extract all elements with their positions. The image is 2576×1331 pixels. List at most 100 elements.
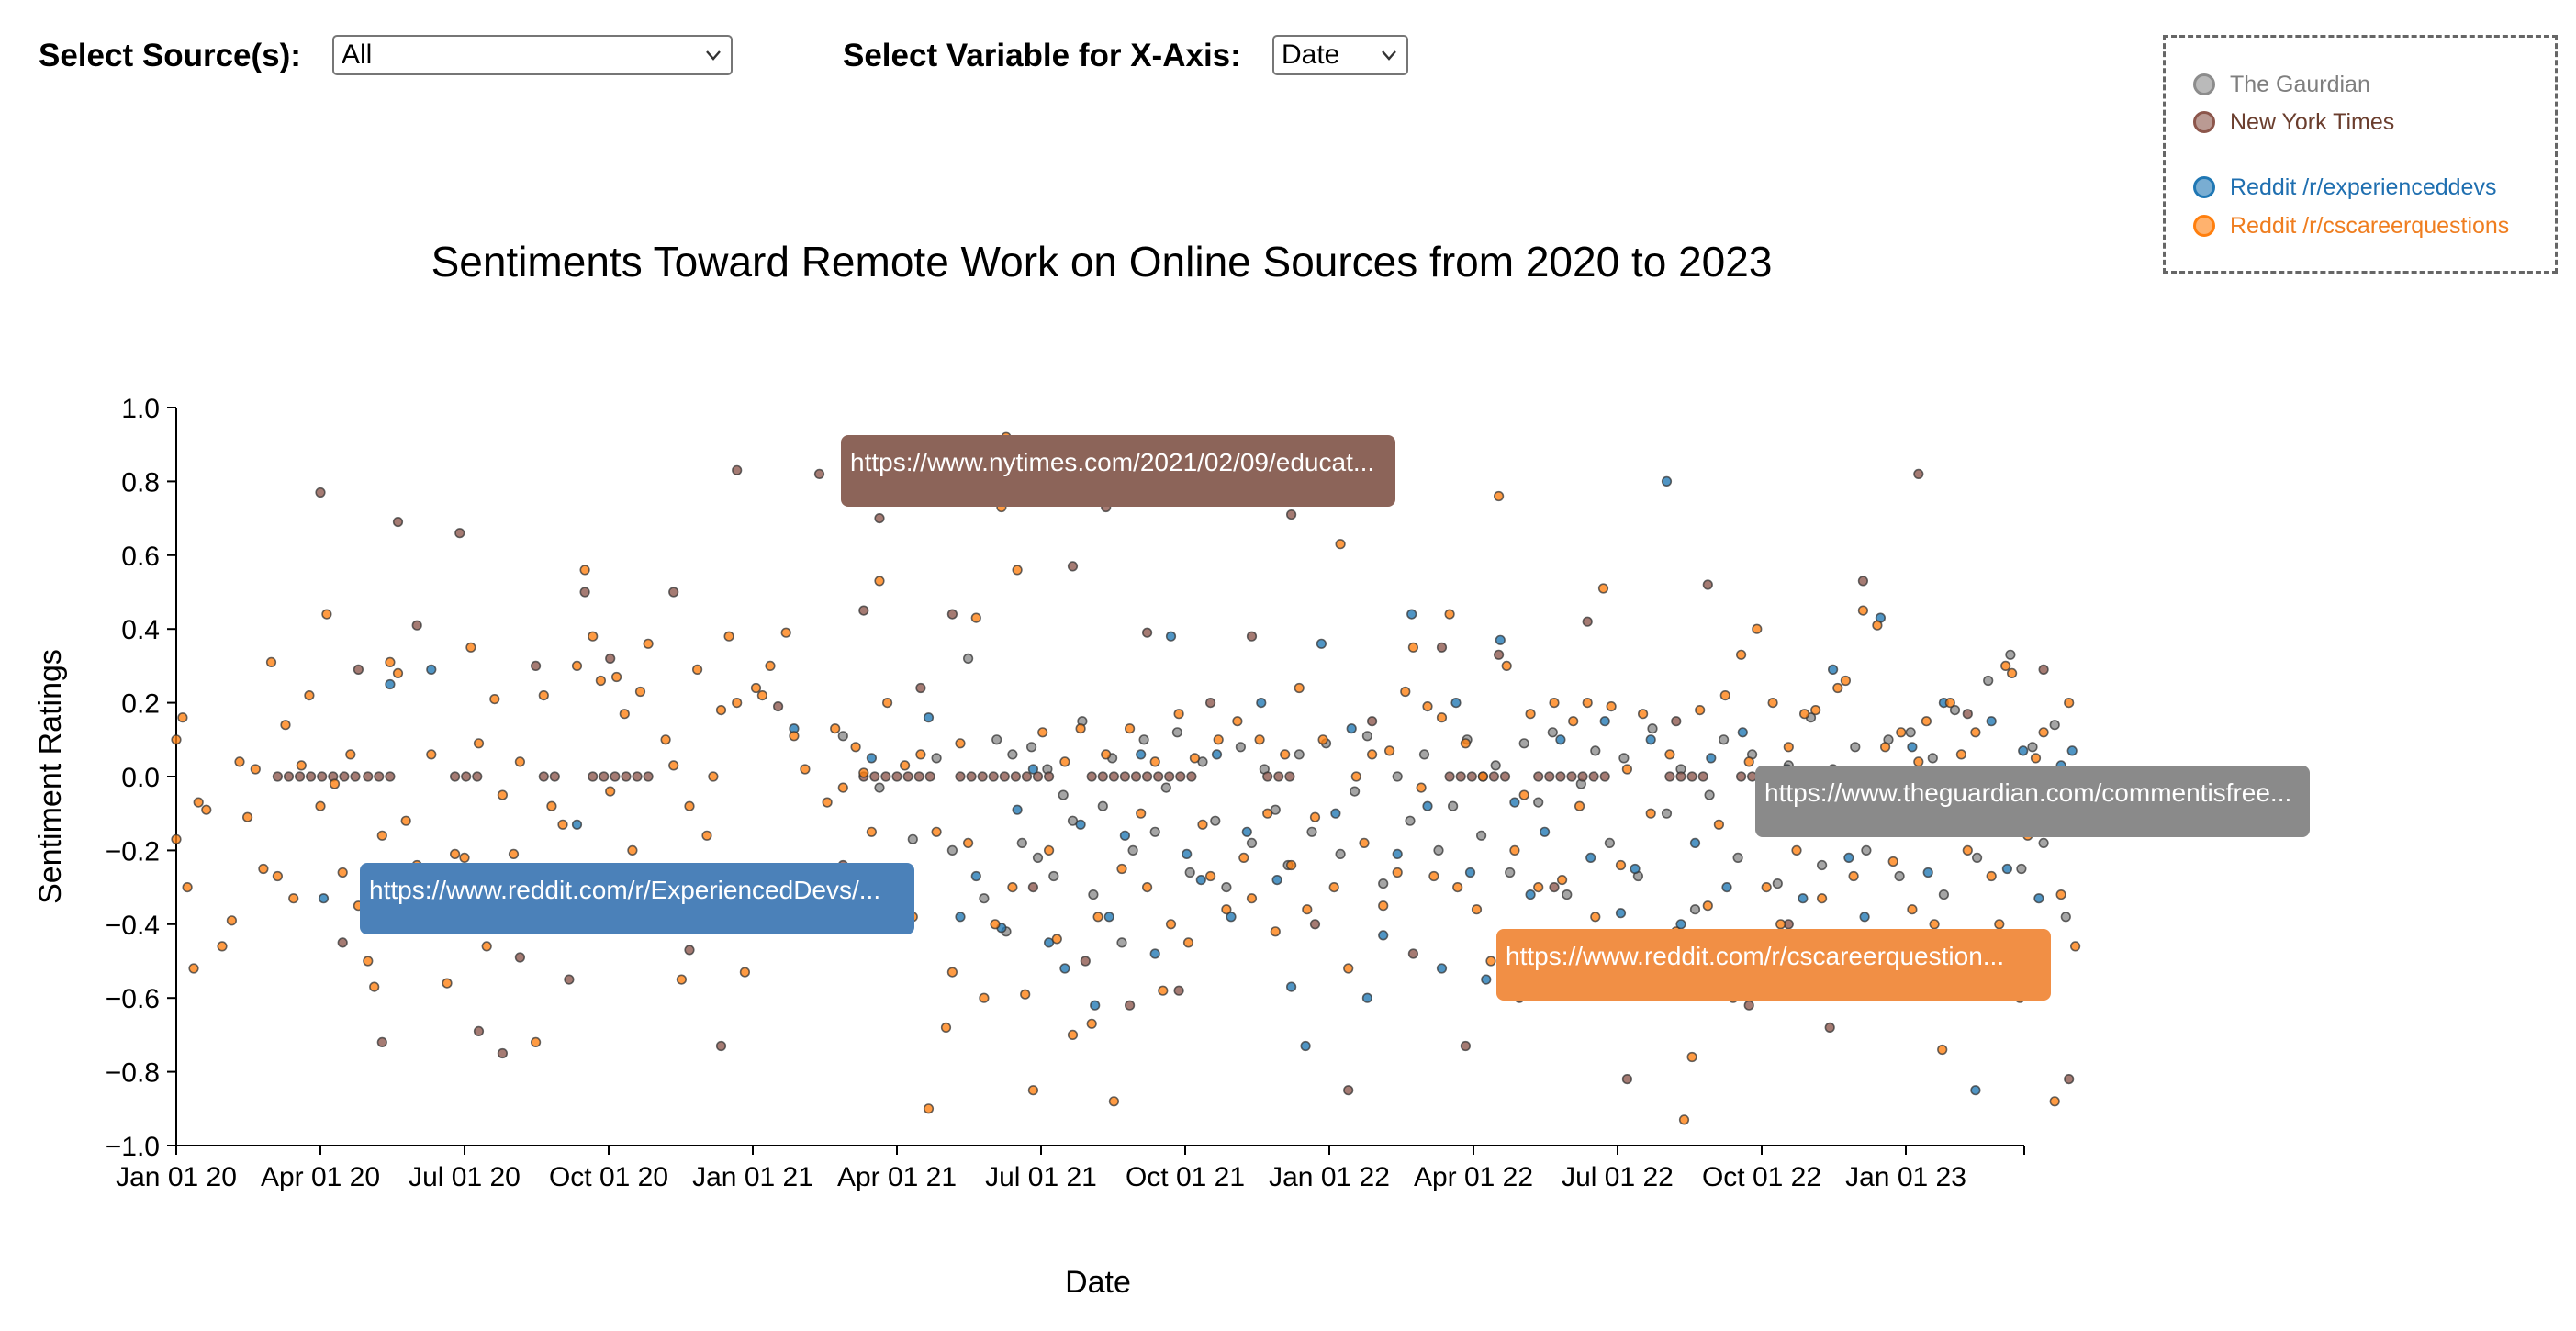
data-point[interactable]: [2070, 941, 2081, 952]
data-point[interactable]: [1582, 616, 1593, 627]
data-point[interactable]: [465, 642, 476, 653]
data-point[interactable]: [1732, 852, 1743, 864]
data-point[interactable]: [902, 771, 913, 782]
data-point[interactable]: [1294, 749, 1305, 760]
data-point[interactable]: [1455, 771, 1466, 782]
data-point[interactable]: [1859, 912, 1870, 923]
data-point[interactable]: [1285, 981, 1297, 992]
data-point[interactable]: [1471, 904, 1483, 915]
data-point[interactable]: [1452, 881, 1463, 893]
data-point[interactable]: [1359, 837, 1370, 849]
data-point[interactable]: [931, 753, 942, 764]
data-point[interactable]: [1972, 852, 1983, 864]
data-point[interactable]: [350, 771, 361, 782]
data-point[interactable]: [1637, 709, 1649, 720]
data-point[interactable]: [1285, 859, 1297, 871]
data-point[interactable]: [318, 893, 330, 904]
data-point[interactable]: [1671, 716, 1682, 727]
data-point[interactable]: [1080, 956, 1091, 967]
data-point[interactable]: [1735, 649, 1747, 660]
data-point[interactable]: [385, 771, 396, 782]
data-point[interactable]: [1270, 926, 1281, 937]
data-point[interactable]: [1436, 963, 1448, 974]
data-point[interactable]: [1141, 881, 1153, 893]
data-point[interactable]: [265, 656, 277, 668]
data-point[interactable]: [1505, 867, 1516, 878]
data-point[interactable]: [676, 974, 688, 985]
data-point[interactable]: [1302, 904, 1313, 915]
data-point[interactable]: [1645, 734, 1656, 745]
data-point[interactable]: [1012, 804, 1023, 815]
data-point[interactable]: [571, 660, 583, 672]
data-point[interactable]: [1599, 716, 1610, 727]
data-point[interactable]: [1509, 844, 1520, 856]
data-point[interactable]: [337, 867, 348, 878]
data-point[interactable]: [363, 956, 374, 967]
data-point[interactable]: [546, 800, 557, 811]
data-point[interactable]: [1621, 1073, 1632, 1085]
data-point[interactable]: [1119, 830, 1130, 841]
data-point[interactable]: [715, 1040, 727, 1052]
data-point[interactable]: [1165, 631, 1177, 642]
data-point[interactable]: [1922, 867, 1933, 878]
data-point[interactable]: [599, 771, 610, 782]
data-point[interactable]: [708, 771, 719, 782]
data-point[interactable]: [1021, 771, 1033, 782]
data-point[interactable]: [732, 697, 743, 709]
data-point[interactable]: [1366, 716, 1378, 727]
data-point[interactable]: [1221, 904, 1232, 915]
data-point[interactable]: [1937, 1044, 1948, 1056]
data-point[interactable]: [991, 734, 1002, 745]
data-point[interactable]: [1343, 1085, 1354, 1096]
data-point[interactable]: [1032, 771, 1044, 782]
data-point[interactable]: [411, 620, 422, 631]
data-point[interactable]: [1675, 771, 1686, 782]
tooltip-0[interactable]: https://www.nytimes.com/2021/02/09/educa…: [841, 435, 1395, 507]
data-point[interactable]: [1246, 893, 1258, 904]
data-point[interactable]: [780, 627, 791, 638]
data-point[interactable]: [1460, 1040, 1471, 1052]
data-point[interactable]: [1810, 704, 1821, 716]
data-point[interactable]: [1857, 576, 1868, 587]
data-point[interactable]: [923, 712, 935, 723]
data-point[interactable]: [1447, 800, 1459, 811]
data-point[interactable]: [881, 697, 893, 709]
data-point[interactable]: [1175, 771, 1186, 782]
data-point[interactable]: [1568, 716, 1579, 727]
data-point[interactable]: [850, 742, 861, 753]
data-point[interactable]: [579, 587, 590, 598]
data-point[interactable]: [2038, 837, 2049, 849]
data-point[interactable]: [353, 664, 364, 676]
data-point[interactable]: [1158, 985, 1169, 996]
data-point[interactable]: [1606, 700, 1617, 712]
data-point[interactable]: [1827, 664, 1839, 676]
data-point[interactable]: [1704, 789, 1715, 800]
data-point[interactable]: [317, 771, 328, 782]
data-point[interactable]: [1436, 712, 1448, 723]
data-point[interactable]: [1361, 731, 1372, 742]
data-point[interactable]: [1481, 974, 1492, 985]
data-point[interactable]: [1383, 745, 1395, 756]
data-point[interactable]: [385, 656, 396, 668]
data-point[interactable]: [2027, 742, 2038, 753]
data-point[interactable]: [1197, 819, 1208, 830]
legend-item-experienceddevs[interactable]: Reddit /r/experienceddevs: [2193, 172, 2496, 203]
data-point[interactable]: [1221, 881, 1232, 893]
data-point[interactable]: [1086, 1018, 1097, 1029]
data-point[interactable]: [1955, 749, 1966, 760]
data-point[interactable]: [1330, 808, 1341, 819]
data-point[interactable]: [970, 870, 981, 882]
data-point[interactable]: [2064, 1073, 2075, 1085]
data-point[interactable]: [1857, 605, 1868, 616]
source-select[interactable]: All: [332, 35, 733, 75]
data-point[interactable]: [1090, 1000, 1101, 1011]
data-point[interactable]: [1450, 697, 1462, 709]
data-point[interactable]: [610, 671, 622, 683]
data-point[interactable]: [296, 760, 307, 771]
data-point[interactable]: [557, 819, 568, 830]
data-point[interactable]: [1184, 867, 1195, 878]
data-point[interactable]: [1436, 642, 1448, 653]
data-point[interactable]: [1127, 844, 1138, 856]
data-point[interactable]: [1464, 867, 1476, 878]
data-point[interactable]: [258, 863, 269, 875]
